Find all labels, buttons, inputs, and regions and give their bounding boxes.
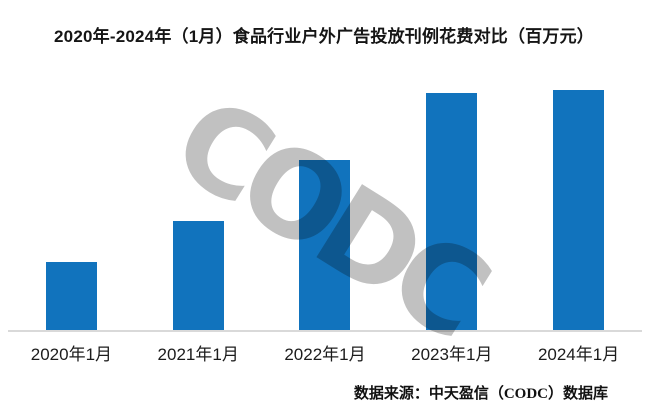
bar-2024年1月 bbox=[553, 90, 605, 330]
plot-area bbox=[8, 70, 642, 332]
x-axis-label: 2024年1月 bbox=[537, 345, 620, 364]
bar-slot bbox=[515, 70, 642, 330]
x-axis-label: 2023年1月 bbox=[411, 345, 493, 364]
bar-slot bbox=[388, 70, 515, 330]
chart-title: 2020年-2024年（1月）食品行业户外广告投放刊例花费对比（百万元） bbox=[54, 27, 594, 46]
bar-2022年1月 bbox=[299, 160, 351, 330]
data-source-note: 数据来源：中天盈信（CODC）数据库 bbox=[353, 386, 608, 402]
x-axis-label: 2022年1月 bbox=[284, 345, 366, 364]
bar-slot bbox=[262, 70, 389, 330]
x-axis-label: 2021年1月 bbox=[157, 345, 239, 364]
x-axis-labels: 2020年1月 2021年1月 2022年1月 2023年1月 2024年1月 bbox=[8, 340, 642, 365]
bar-2023年1月 bbox=[426, 93, 478, 330]
bar-2021年1月 bbox=[172, 221, 224, 330]
bar-2020年1月 bbox=[45, 262, 97, 330]
bar-slot bbox=[8, 70, 135, 330]
x-axis-label: 2020年1月 bbox=[30, 345, 113, 364]
bar-slot bbox=[135, 70, 262, 330]
